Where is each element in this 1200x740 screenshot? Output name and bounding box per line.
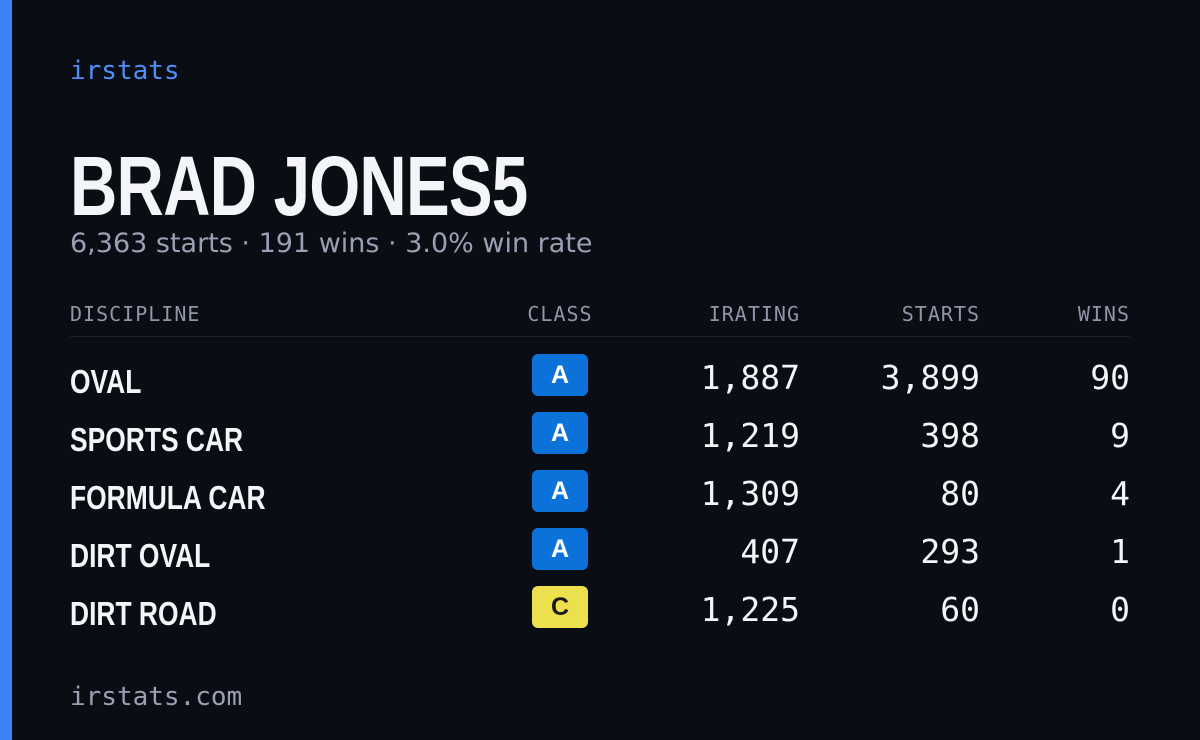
wins: 4 xyxy=(1110,474,1130,513)
wins: 1 xyxy=(1110,532,1130,571)
irating: 1,309 xyxy=(700,474,800,513)
starts: 80 xyxy=(940,474,980,513)
discipline: DIRT ROAD xyxy=(70,595,217,632)
column-header: CLASS xyxy=(527,302,593,326)
wins: 9 xyxy=(1110,416,1130,455)
starts: 60 xyxy=(940,590,980,629)
starts: 398 xyxy=(920,416,980,455)
column-header: WINS xyxy=(1077,302,1130,326)
irating: 1,219 xyxy=(700,416,800,455)
wins: 90 xyxy=(1090,358,1130,397)
starts: 3,899 xyxy=(880,358,980,397)
summary: 6,363 starts · 191 wins · 3.0% win rate xyxy=(70,228,593,259)
footer-site: irstats.com xyxy=(70,682,243,712)
column-header: IRATING xyxy=(708,302,800,326)
class-badge: A xyxy=(532,528,588,570)
starts: 293 xyxy=(920,532,980,571)
accent-bar xyxy=(0,0,12,740)
irating: 1,225 xyxy=(700,590,800,629)
discipline: FORMULA CAR xyxy=(70,479,266,516)
class-badge: A xyxy=(532,354,588,396)
driver-name: BRAD JONES5 xyxy=(70,139,528,233)
column-header: DISCIPLINE xyxy=(70,302,201,326)
discipline: DIRT OVAL xyxy=(70,537,211,574)
discipline: OVAL xyxy=(70,363,142,400)
column-header: STARTS xyxy=(901,302,980,326)
wins: 0 xyxy=(1110,590,1130,629)
class-badge: C xyxy=(532,586,588,628)
brand: irstats xyxy=(70,56,180,86)
header-rule xyxy=(70,336,1130,337)
class-badge: A xyxy=(532,412,588,454)
class-badge: A xyxy=(532,470,588,512)
irating: 407 xyxy=(740,532,800,571)
discipline: SPORTS CAR xyxy=(70,421,244,458)
irating: 1,887 xyxy=(700,358,800,397)
